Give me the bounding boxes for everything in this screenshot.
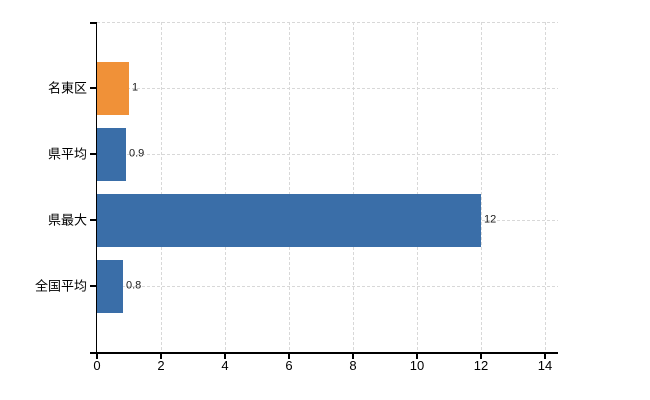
x-axis-tick-label: 6 [285, 358, 293, 373]
category-gridline [97, 286, 558, 287]
x-axis-tick-label: 12 [473, 358, 489, 373]
x-axis-tick [416, 352, 418, 359]
category-label: 県最大 [47, 212, 87, 228]
plot-area: 1 0.9 12 0.8 [97, 22, 558, 352]
category-label: 名東区 [47, 80, 87, 96]
x-axis-tick [352, 352, 354, 359]
bar [97, 194, 481, 247]
x-gridline [289, 22, 290, 352]
x-axis-tick [160, 352, 162, 359]
x-axis-tick [96, 352, 98, 359]
y-axis-tick [90, 285, 97, 287]
x-axis-tick [544, 352, 546, 359]
x-gridline [481, 22, 482, 352]
y-axis-tick [90, 219, 97, 221]
bar-value-label: 0.9 [129, 147, 145, 160]
x-axis-tick-label: 14 [537, 358, 553, 373]
category-label: 全国平均 [34, 278, 87, 294]
x-axis-tick-label: 10 [409, 358, 425, 373]
x-axis-tick-label: 0 [93, 358, 101, 373]
bar [97, 260, 123, 313]
x-gridline [225, 22, 226, 352]
y-axis-line [95, 22, 97, 352]
y-axis-tick [90, 22, 97, 24]
bar-value-label: 0.8 [126, 279, 142, 292]
plot-top-border [97, 22, 558, 23]
bar [97, 62, 129, 115]
x-gridline [417, 22, 418, 352]
x-axis-tick-label: 2 [157, 358, 165, 373]
category-label: 県平均 [47, 146, 87, 162]
x-axis-tick-label: 4 [221, 358, 229, 373]
bar-value-label: 1 [132, 81, 139, 94]
bar [97, 128, 126, 181]
x-axis-line [90, 352, 558, 354]
x-axis-tick [288, 352, 290, 359]
category-gridline [97, 88, 558, 89]
y-axis-tick [90, 87, 97, 89]
x-gridline [161, 22, 162, 352]
x-axis-tick [224, 352, 226, 359]
x-gridline [545, 22, 546, 352]
x-gridline [353, 22, 354, 352]
bar-value-label: 12 [484, 213, 497, 226]
y-axis-tick [90, 153, 97, 155]
x-axis-tick-label: 8 [349, 358, 357, 373]
x-axis-tick [480, 352, 482, 359]
category-gridline [97, 154, 558, 155]
